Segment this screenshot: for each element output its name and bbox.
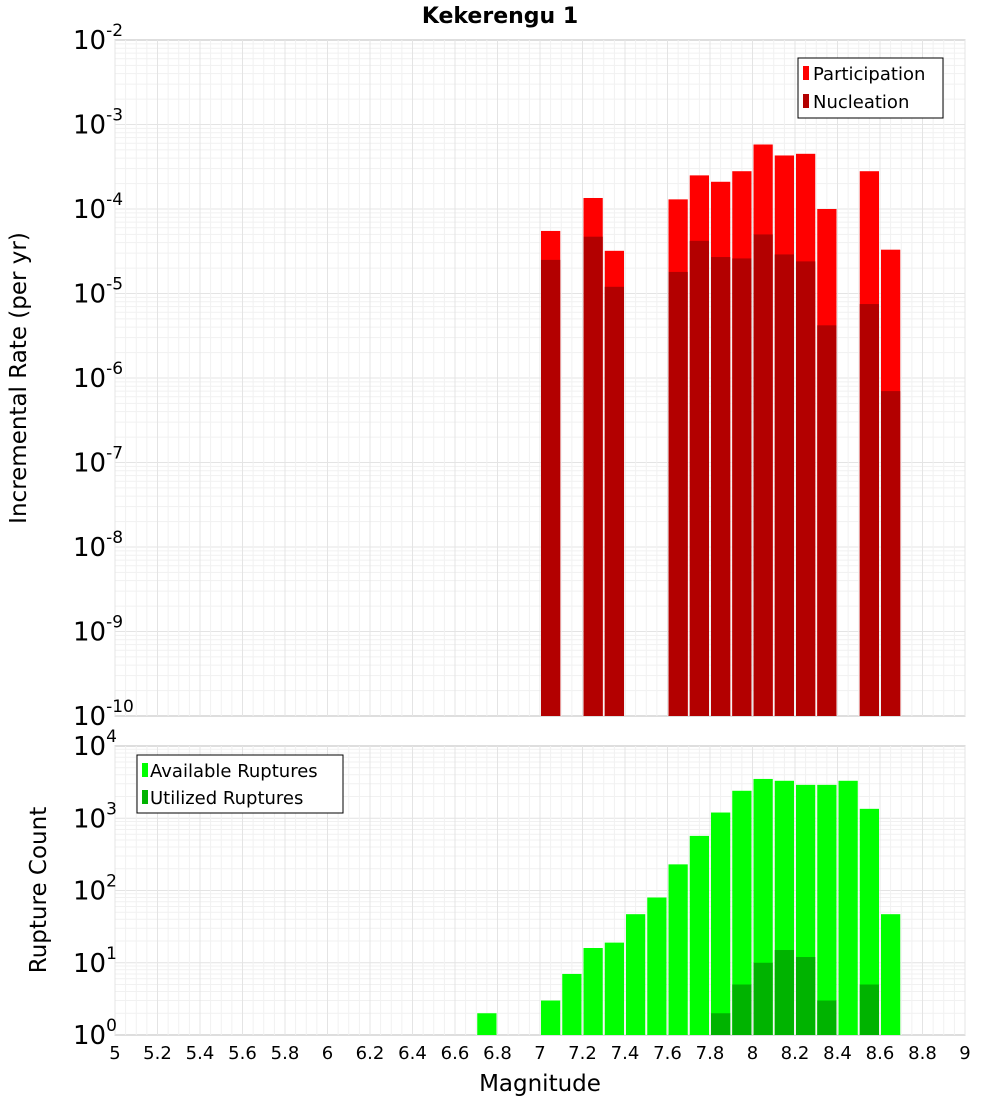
legend-swatch-utilized [142, 790, 148, 804]
x-tick-label: 6.4 [398, 1043, 427, 1064]
x-tick-label: 8.8 [908, 1043, 937, 1064]
bottom-y-axis-label: Rupture Count [26, 807, 52, 973]
bottom-bar-available-ruptures [859, 808, 879, 1035]
x-tick-label: 5 [109, 1043, 120, 1064]
x-tick-label: 5.4 [186, 1043, 215, 1064]
top-bars [541, 144, 901, 717]
x-tick-label: 6.2 [356, 1043, 385, 1064]
top-y-tick-labels: 10-10 10-9 10-8 10-7 10-6 10-5 10-4 10-3 10-2 [73, 21, 134, 732]
top-bar-nucleation [604, 286, 624, 716]
bottom-bar-available-ruptures [668, 864, 688, 1035]
top-legend: Participation Nucleation [797, 57, 944, 119]
bottom-bar-available-ruptures [562, 973, 582, 1035]
top-bar-nucleation [881, 391, 901, 716]
x-tick-label: 7 [534, 1043, 545, 1064]
top-bar-nucleation [732, 258, 752, 716]
top-y-tick: 10-6 [73, 359, 123, 394]
bottom-y-tick: 101 [73, 944, 117, 979]
x-tick-label: 8 [747, 1043, 758, 1064]
top-bar-nucleation [774, 254, 794, 716]
x-tick-label: 5.6 [228, 1043, 257, 1064]
legend-label-available: Available Ruptures [150, 761, 318, 782]
bottom-bar-available-ruptures [881, 914, 901, 1035]
bottom-y-tick: 103 [73, 799, 117, 834]
x-tick-labels: 5 5.2 5.4 5.6 5.8 6 6.2 6.4 6.6 6.8 7 7.2 7.4 7.6 7.8 8… [109, 1043, 970, 1064]
bottom-y-tick: 102 [73, 872, 117, 907]
x-tick-label: 8.2 [781, 1043, 810, 1064]
legend-swatch-participation [803, 66, 809, 80]
top-y-tick: 10-7 [73, 444, 123, 479]
x-tick-label: 7.2 [568, 1043, 597, 1064]
top-bar-nucleation [711, 257, 731, 716]
bottom-bar-available-ruptures [711, 812, 731, 1035]
top-y-tick: 10-5 [73, 275, 123, 310]
top-y-tick: 10-9 [73, 613, 123, 648]
top-bar-nucleation [817, 325, 837, 716]
x-tick-label: 6.8 [483, 1043, 512, 1064]
bottom-bar-available-ruptures [626, 914, 646, 1035]
x-tick-label: 6 [322, 1043, 333, 1064]
bottom-bars [477, 778, 901, 1035]
top-bar-nucleation [753, 234, 773, 717]
bottom-bar-available-ruptures [541, 1000, 561, 1035]
x-tick-label: 7.6 [653, 1043, 682, 1064]
top-y-tick: 10-3 [73, 106, 123, 141]
top-y-tick: 10-8 [73, 528, 123, 563]
top-bar-nucleation [668, 271, 688, 716]
bottom-bar-utilized-ruptures [817, 1000, 837, 1035]
top-y-tick: 10-10 [73, 697, 134, 732]
legend-label-nucleation: Nucleation [813, 92, 909, 113]
x-axis-label: Magnitude [479, 1071, 601, 1097]
top-bar-nucleation [689, 240, 709, 716]
top-bar-nucleation [541, 259, 561, 716]
chart-title: Kekerengu 1 [422, 4, 578, 29]
top-bar-nucleation [583, 236, 603, 716]
legend-label-utilized: Utilized Ruptures [150, 788, 303, 809]
bottom-y-tick-labels: 100 101 102 103 104 [73, 727, 117, 1051]
bottom-bar-utilized-ruptures [732, 984, 752, 1035]
x-tick-label: 9 [959, 1043, 970, 1064]
bottom-bar-available-ruptures [732, 790, 752, 1035]
bottom-bar-available-ruptures [583, 948, 603, 1035]
x-tick-label: 8.4 [823, 1043, 852, 1064]
x-tick-label: 7.4 [611, 1043, 640, 1064]
x-tick-label: 8.6 [866, 1043, 895, 1064]
x-tick-label: 5.2 [143, 1043, 172, 1064]
legend-label-participation: Participation [813, 64, 925, 85]
bottom-bar-available-ruptures [689, 835, 709, 1035]
x-tick-label: 5.8 [271, 1043, 300, 1064]
bottom-bar-available-ruptures [838, 780, 858, 1035]
bottom-bar-available-ruptures [647, 897, 667, 1035]
top-y-axis-label: Incremental Rate (per yr) [6, 232, 32, 524]
bottom-bar-utilized-ruptures [796, 957, 816, 1035]
bottom-legend: Available Ruptures Utilized Ruptures [136, 754, 344, 814]
x-tick-label: 7.8 [696, 1043, 725, 1064]
legend-swatch-nucleation [803, 94, 809, 108]
bottom-bar-utilized-ruptures [753, 962, 773, 1035]
bottom-bar-utilized-ruptures [711, 1013, 731, 1035]
top-y-tick: 10-4 [73, 190, 123, 225]
bottom-bar-available-ruptures [477, 1013, 497, 1035]
top-bar-nucleation [859, 304, 879, 716]
top-bar-nucleation [796, 261, 816, 716]
bottom-bar-available-ruptures [817, 784, 837, 1035]
bottom-y-tick: 104 [73, 727, 117, 762]
top-gridlines [114, 40, 966, 716]
bottom-bar-utilized-ruptures [774, 950, 794, 1035]
top-y-tick: 10-2 [73, 21, 123, 56]
bottom-bar-available-ruptures [604, 942, 624, 1035]
bottom-bar-utilized-ruptures [859, 984, 879, 1035]
bottom-y-tick: 100 [73, 1016, 117, 1051]
x-tick-label: 6.6 [441, 1043, 470, 1064]
legend-swatch-available [142, 763, 148, 777]
